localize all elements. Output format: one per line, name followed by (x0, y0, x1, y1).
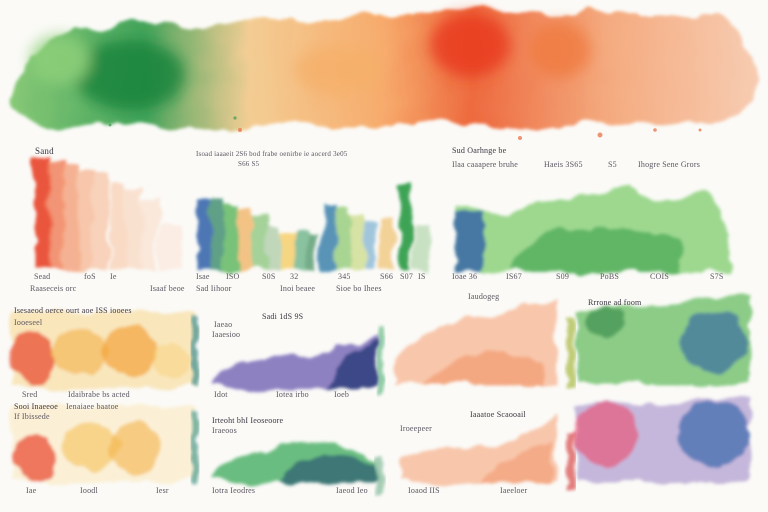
panel-title: Rrrone ad foom (588, 298, 642, 307)
axis-label: S66 (380, 272, 394, 281)
axis-label: COIS (650, 272, 670, 281)
chart-caption: Ihogre Sene Grors (638, 160, 701, 169)
panel-footer: Iaeod Ieo (336, 486, 368, 495)
axis-label: ISO (226, 272, 240, 281)
panel-mountain-blue (210, 328, 384, 398)
bar (380, 218, 394, 270)
bar (196, 200, 210, 270)
panel-subtitle: Iaeao (214, 320, 233, 329)
bar (308, 234, 318, 270)
panel-subtitle: Ienaiaee baatoe (66, 402, 119, 411)
panel-footer: Iotea irbo (276, 390, 309, 399)
panel-footer: Ioeb (334, 390, 350, 399)
bar (160, 224, 180, 270)
axis-label: Ie (110, 272, 117, 281)
panel-footer: Idot (214, 390, 228, 399)
panel-subtitle: Iraeoos (212, 426, 237, 435)
panel-footer: Iae (26, 486, 37, 495)
bar (294, 230, 308, 270)
panel-warm-heatmap-2 (12, 406, 198, 486)
chart-footer: Iaudogeg (468, 292, 500, 301)
chart-caption-sub: S66 S5 (238, 160, 260, 168)
chart-footer: Sioe bo Ihees (336, 284, 382, 293)
axis-label: IS (418, 272, 426, 281)
bar (266, 224, 280, 270)
chart-caption: Haeis 3S65 (544, 160, 583, 169)
bar (62, 166, 78, 270)
chart-caption: Ilaa caaapere bruhe (452, 160, 518, 169)
panel-footer: Ioaod IIS (408, 486, 440, 495)
axis-label: S09 (556, 272, 570, 281)
chart-multicolor-bars (196, 184, 428, 270)
axis-label: 345 (338, 272, 351, 281)
axis-label: foS (84, 272, 96, 281)
chart-footer: Raaseceis orc (30, 284, 77, 293)
panel-warm-heatmap (10, 312, 198, 388)
panel-title: Sadi 1dS 9S (262, 312, 304, 321)
bar (92, 174, 108, 270)
panel-mountain-green (210, 440, 384, 498)
top-left-title: Sand (35, 146, 54, 156)
chart-descending-bars (34, 158, 180, 270)
top-watercolor-band (9, 7, 756, 140)
panel-footer: Iesr (156, 486, 169, 495)
panel-subtitle: Iaaesioo (212, 330, 241, 339)
axis-label: Isae (196, 272, 210, 281)
axis-label: IS67 (506, 272, 522, 281)
axis-label: 32 (290, 272, 299, 281)
bar (126, 188, 142, 270)
bar (110, 182, 126, 270)
bar (336, 208, 350, 270)
panel-peach-area (394, 300, 556, 384)
panel-footer: Idaibrabe bs acted (68, 390, 130, 399)
chart-footer: Inoi beaee (280, 284, 316, 293)
bar (34, 158, 50, 270)
bar (238, 208, 252, 270)
bar (400, 184, 412, 270)
panel-title: Irteoht bhI Ieoseoore (212, 416, 284, 425)
panel-title: Iaaatoe Scaooail (470, 410, 526, 419)
panel-footer: Iaeeloer (500, 486, 528, 495)
bar (48, 162, 64, 270)
bar (414, 228, 428, 270)
chart-caption: S5 (608, 160, 617, 169)
bar (280, 232, 294, 270)
bar (350, 214, 364, 270)
chart-caption: Isoad iaaaeit 2S6 bod frabe oenirbe ie a… (196, 150, 348, 158)
bar (364, 222, 376, 270)
axis-label: Sead (34, 272, 51, 281)
panel-green-blue-heatmap (566, 294, 750, 388)
panel-title: Isesaeod oerce ourt aoe ISS iooees (14, 306, 132, 315)
panel-subtitle: If Ibissede (14, 412, 50, 421)
panel-pink-blue-heatmap (566, 396, 750, 490)
axis-label: S07 (400, 272, 414, 281)
panel-peach-area-2 (400, 414, 556, 482)
panel-footer: Ioodl (80, 486, 98, 495)
axis-label: PoBS (600, 272, 620, 281)
panel-subtitle: Iroeepeer (400, 424, 432, 433)
bar (76, 172, 92, 270)
bar (210, 198, 224, 270)
chart-area-wash (454, 186, 730, 272)
axis-label: S7S (710, 272, 724, 281)
chart-footer: Sad Iihoor (196, 284, 232, 293)
chart-caption: Sud Oarhnge be (452, 146, 507, 155)
bar (142, 200, 158, 270)
panel-footer: Iotra Ieodres (212, 486, 256, 495)
panel-subtitle: Iooeseel (14, 318, 43, 327)
chart-footer: Isaaf beoe (150, 284, 185, 293)
axis-label: S0S (262, 272, 276, 281)
bar (224, 204, 238, 270)
panel-title: Sooi Inaeeoe (14, 402, 58, 411)
bar (322, 206, 336, 270)
bar (252, 216, 266, 270)
axis-label: Ioae 36 (452, 272, 478, 281)
panel-footer: Sred (22, 390, 38, 399)
